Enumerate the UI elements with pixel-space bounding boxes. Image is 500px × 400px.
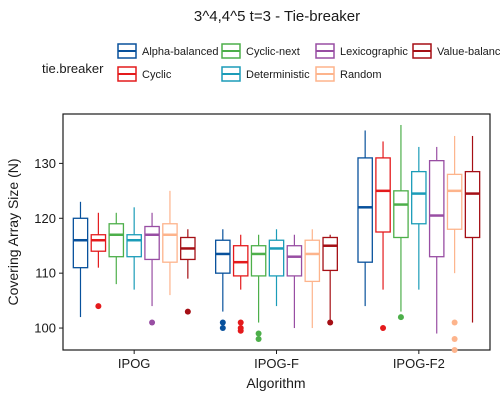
outlier-point [451,319,458,326]
box-body [108,223,125,258]
box-ipog-random [162,190,178,296]
legend-item: Alpha-balanced [117,43,218,59]
box-body [72,217,89,269]
box-ipog-f-lexicographic [286,234,303,329]
box-body [144,225,160,261]
box-ipog-f2-lexicographic [428,146,445,334]
chart-title: 3^4,4^5 t=3 - Tie-breaker [194,8,360,25]
y-tick-label: 120 [34,211,56,226]
box-ipog-f-value-balanced [322,234,338,326]
x-axis-label: Algorithm [246,375,305,391]
box-ipog-f2-cyclic [375,141,391,332]
outlier-point [219,319,226,326]
outlier-point [327,319,334,326]
legend-item: Lexicographic [315,43,408,59]
box-body [162,223,178,263]
outlier-point [95,303,102,310]
box-body [357,157,373,263]
box-body [375,157,391,233]
outlier-point [237,327,244,334]
box-body [393,190,409,239]
box-ipog-value-balanced [180,229,196,315]
box-body [232,245,249,277]
legend: Alpha-balanced Cyclic Cyclic-next Determini… [117,43,500,82]
box-ipog-alpha-balanced [72,201,89,318]
legend-title: tie.breaker [42,61,104,76]
box-ipog-f-cyclic-next [250,234,267,343]
box-body [411,170,427,225]
box-body [286,245,303,277]
outlier-point [380,325,387,332]
box-body [428,160,445,258]
box-ipog-f-cyclic [232,234,249,334]
box-ipog-lexicographic [144,212,160,326]
x-tick-label: IPOG-F2 [393,356,445,371]
box-ipog-f-deterministic [268,229,285,307]
box-body [304,239,321,283]
outlier-point [219,325,226,332]
box-body [215,239,231,274]
y-tick-label: 130 [34,156,56,171]
y-tick-label: 100 [34,321,56,336]
box-ipog-cyclic [90,212,107,310]
legend-label: Random [340,69,382,81]
outlier-point [237,319,244,326]
outlier-point [451,336,458,343]
legend-label: Deterministic [246,69,310,81]
box-body [268,239,285,277]
box-body [464,170,481,239]
outlier-point [184,308,191,315]
x-tick-label: IPOG [118,356,151,371]
outlier-point [255,336,262,343]
axes-layer: 100 110 120 130 IPOG IPOG-F IPOG-F2 [34,156,445,371]
box-body [446,173,463,230]
y-axis-label: Covering Array Size (N) [5,158,21,305]
box-ipog-f2-cyclic-next [393,124,409,321]
x-tick-label: IPOG-F [254,356,299,371]
box-body [250,245,267,277]
legend-item: Deterministic [221,66,310,82]
outlier-point [397,314,404,321]
legend-item: Random [315,66,382,82]
legend-label: Cyclic-next [246,46,300,58]
outlier-point [255,330,262,337]
boxes-layer [72,124,481,353]
box-ipog-f2-alpha-balanced [357,130,373,307]
box-ipog-f2-random [446,135,463,353]
box-ipog-cyclic-next [108,212,125,285]
box-ipog-f2-value-balanced [464,135,481,323]
legend-label: Alpha-balanced [142,46,218,58]
box-ipog-f-alpha-balanced [215,229,231,332]
legend-label: Cyclic [142,69,172,81]
box-body [90,234,107,252]
legend-item: Value-balanced [412,43,500,59]
y-tick-label: 110 [35,266,56,281]
box-ipog-f2-deterministic [411,146,427,290]
box-body [126,234,142,258]
legend-label: Value-balanced [437,46,500,58]
legend-item: Cyclic [117,66,172,82]
legend-label: Lexicographic [340,46,408,58]
outlier-point [451,347,458,353]
box-body [322,236,338,272]
box-ipog-deterministic [126,207,142,290]
outlier-point [149,319,156,326]
box-ipog-f-random [304,229,321,329]
legend-item: Cyclic-next [221,43,300,59]
